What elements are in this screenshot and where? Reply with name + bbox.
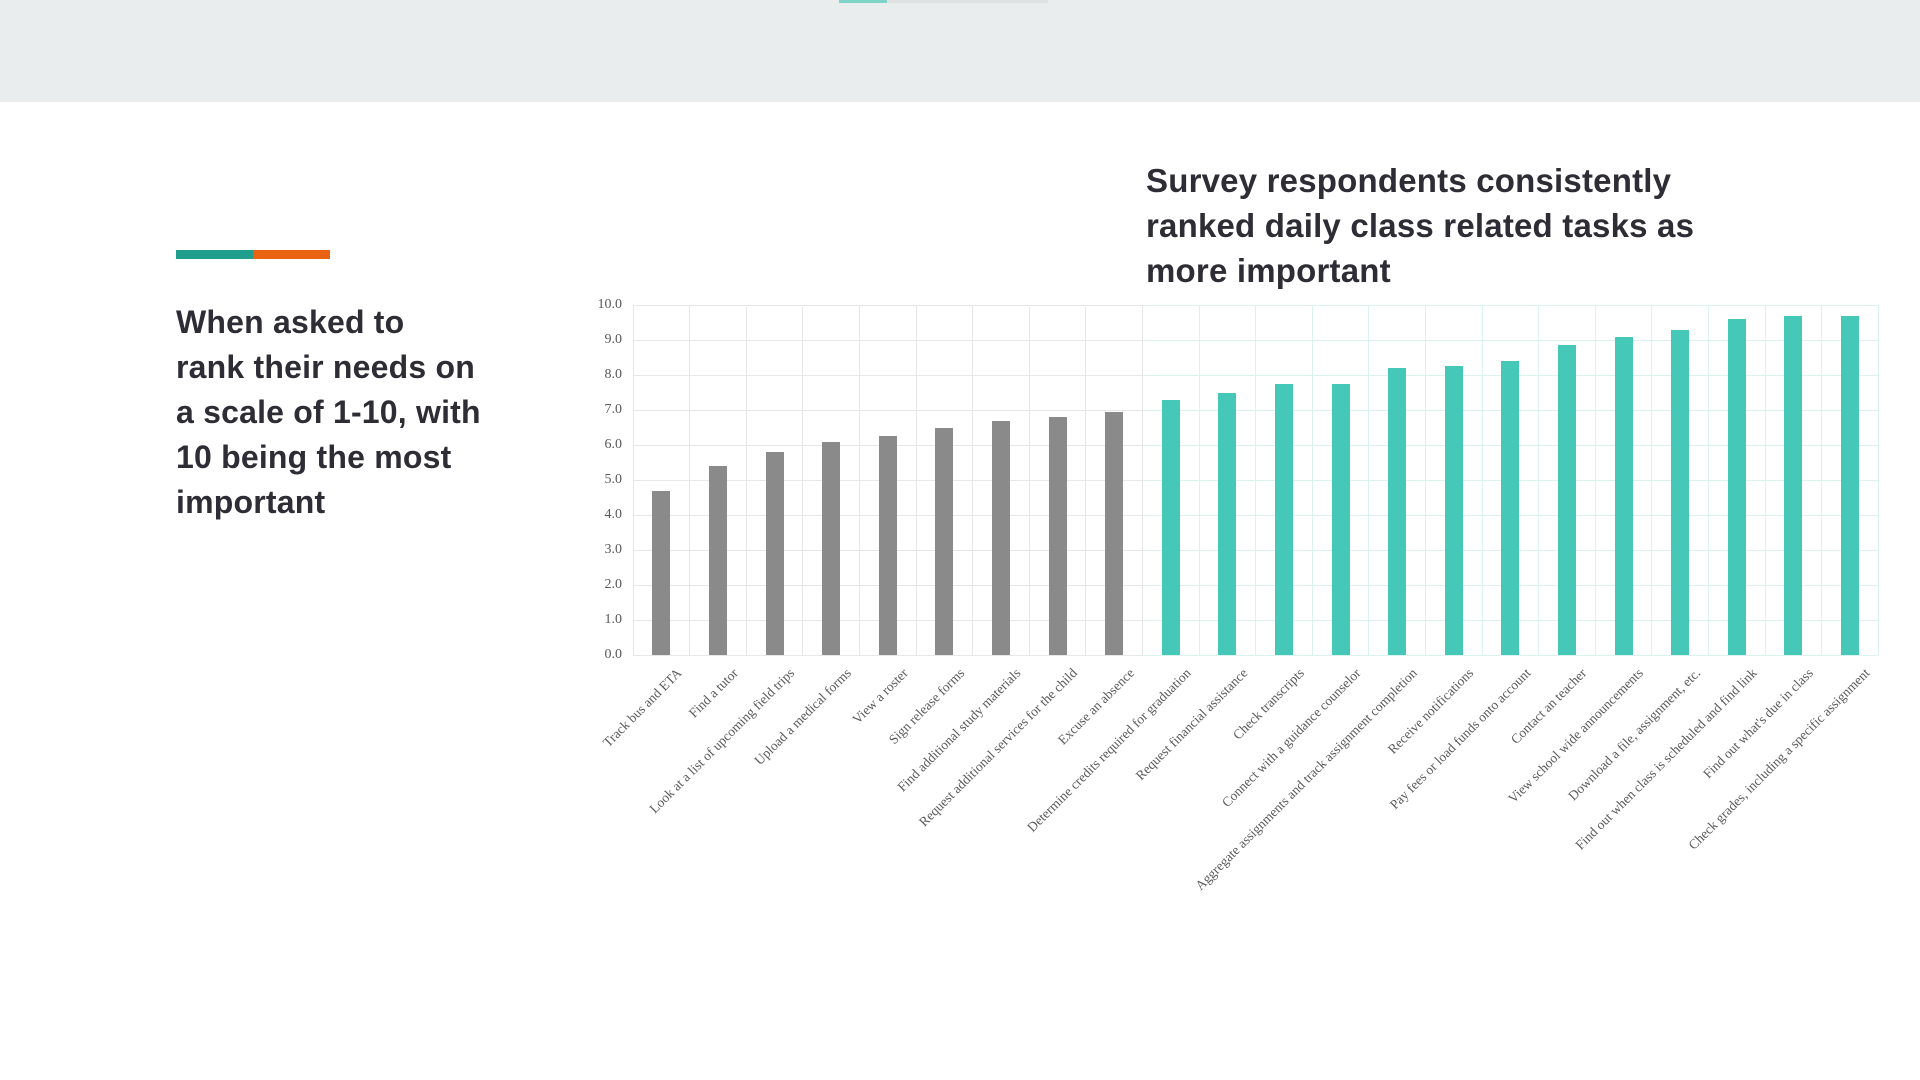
category-label: Aggregate assignments and track assignme… [1192,665,1421,894]
gridline-horizontal [1142,339,1879,341]
header-band [0,0,1920,102]
gridline-horizontal [1142,654,1879,656]
chart-title-line: Survey respondents consistently [1146,162,1672,199]
bar [1444,366,1463,655]
bar [708,466,727,655]
intro-heading-line: rank their needs on [176,349,475,385]
y-axis-tick-label: 4.0 [604,507,623,522]
gridline-vertical [1028,305,1030,655]
gridline-vertical [858,305,860,655]
bar [822,441,841,655]
gridline-horizontal [633,654,1143,656]
intro-heading-line: When asked to [176,304,405,340]
bar [1501,361,1520,655]
chart-title: Survey respondents consistently ranked d… [1146,158,1694,293]
bar [1840,315,1859,655]
accent-divider-orange [253,250,330,259]
accent-divider-teal [176,250,253,259]
y-axis-tick-label: 8.0 [604,367,623,382]
category-label: View a roster [849,665,911,727]
gridline-vertical [1538,305,1540,655]
bar [1218,392,1237,655]
y-axis-tick-label: 5.0 [604,472,623,487]
bar [1388,368,1407,655]
category-label: Upload a medical forms [751,665,855,768]
gridline-vertical [745,305,747,655]
gridline-vertical [1877,305,1879,655]
bar [1331,383,1350,655]
bar [1614,336,1633,655]
chart-title-line: ranked daily class related tasks as [1146,207,1695,244]
y-axis-tick-label: 0.0 [604,647,623,662]
y-axis-tick-label: 3.0 [604,542,623,557]
intro-heading-line: 10 being the most [176,439,452,475]
gridline-vertical [632,305,634,655]
chart-title-line: more important [1146,252,1391,289]
bar [1048,417,1067,655]
gridline-horizontal [1142,304,1879,306]
bar [935,427,954,655]
bar [1784,315,1803,655]
intro-heading: When asked to rank their needs on a scal… [176,300,481,525]
bar [652,490,671,655]
gridline-vertical [1255,305,1257,655]
bar [991,420,1010,655]
gridline-vertical [1764,305,1766,655]
gridline-vertical [1424,305,1426,655]
gridline-vertical [1198,305,1200,655]
bar [1105,411,1124,655]
gridline-horizontal [633,304,1143,306]
gridline-vertical [1594,305,1596,655]
bar [1274,383,1293,655]
category-label: Find a tutor [685,665,741,721]
gridline-horizontal [633,339,1143,341]
slide-progress-track [887,0,1048,3]
category-label: Track bus and ETA [599,665,685,750]
bar [1727,319,1746,655]
gridline-vertical [802,305,804,655]
gridline-vertical [1311,305,1313,655]
y-axis-tick-label: 1.0 [604,612,623,627]
bar [1671,329,1690,655]
gridline-vertical [1085,305,1087,655]
category-label: Find out what's due in class [1700,665,1817,782]
bar [1161,399,1180,655]
y-axis-tick-label: 9.0 [604,332,623,347]
y-axis-tick-label: 10.0 [597,297,623,312]
gridline-horizontal [633,409,1143,411]
gridline-vertical [1651,305,1653,655]
gridline-vertical [1707,305,1709,655]
gridline-vertical [1821,305,1823,655]
intro-heading-line: a scale of 1-10, with [176,394,481,430]
gridline-vertical [972,305,974,655]
bar [1557,345,1576,655]
bar [878,436,897,655]
gridline-vertical [915,305,917,655]
gridline-vertical [689,305,691,655]
y-axis-tick-label: 7.0 [604,402,623,417]
y-axis-tick-label: 2.0 [604,577,623,592]
gridline-vertical [1368,305,1370,655]
intro-heading-line: important [176,484,326,520]
slide-progress-current [839,0,887,3]
gridline-vertical [1481,305,1483,655]
category-label: Request financial assistance [1132,665,1251,783]
gridline-horizontal [633,374,1143,376]
accent-divider [176,250,330,259]
bar [765,452,784,655]
gridline-vertical [1141,305,1143,655]
y-axis-tick-label: 6.0 [604,437,623,452]
